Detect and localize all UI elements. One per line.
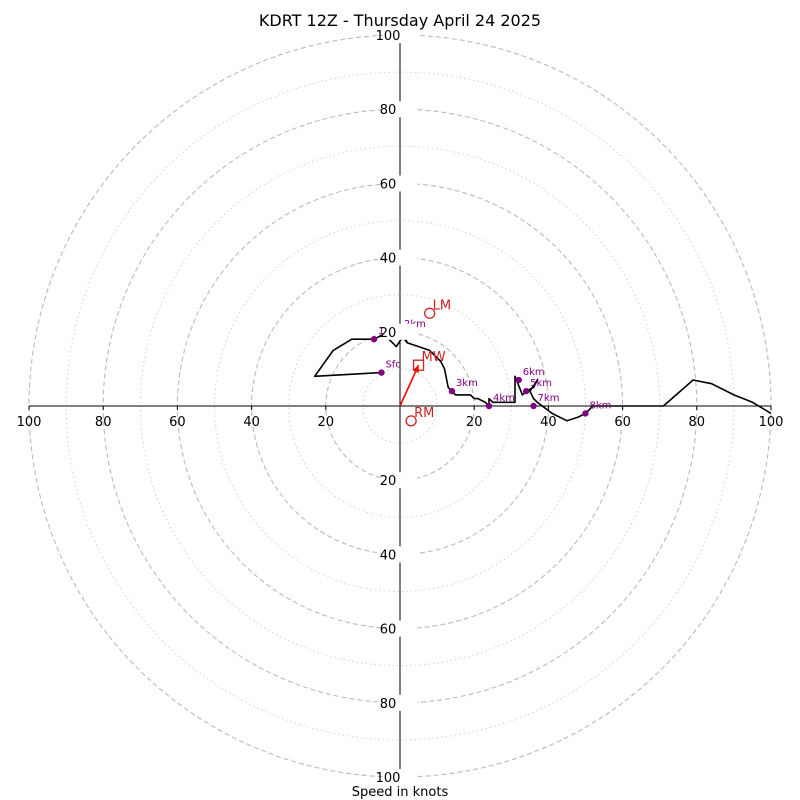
bunkers-arrowhead: [412, 365, 419, 374]
y-tick-label-bg: [383, 175, 417, 192]
y-tick-label: 40: [380, 252, 397, 267]
right-mover-label: RM: [414, 406, 434, 421]
height-marker-label: 3km: [456, 378, 478, 389]
height-marker: [485, 402, 493, 410]
y-tick-label: 80: [380, 103, 397, 118]
y-tick-label-bg: [383, 546, 417, 563]
y-tick-label-bg: [383, 769, 417, 785]
y-tick-label: 20: [380, 326, 397, 341]
x-tick-label: 100: [759, 415, 784, 430]
left-mover-marker: [424, 307, 436, 319]
height-marker: [370, 336, 378, 343]
y-tick-label: 100: [376, 29, 401, 44]
y-tick-label-bg: [383, 694, 417, 711]
height-marker-label: 6km: [523, 367, 545, 378]
y-tick-label-bg: [383, 620, 417, 637]
x-axis-label: Speed in knots: [352, 785, 449, 800]
y-tick-label: 80: [380, 697, 397, 712]
height-marker: [378, 369, 385, 376]
height-marker: [515, 376, 522, 384]
height-marker-label: 8km: [590, 400, 612, 411]
height-marker: [530, 402, 537, 410]
x-tick-label: 20: [466, 415, 483, 430]
height-marker: [448, 387, 456, 395]
y-tick-label-bg: [383, 27, 417, 43]
x-tick-label: 60: [169, 415, 186, 430]
y-tick-label: 60: [380, 623, 397, 638]
tick-labels-layer: 100 80 60 40 20 20 40 60 80 100100806040202040608…: [17, 27, 784, 786]
mean-wind-label: MW: [422, 350, 446, 365]
x-tick-label: 80: [95, 415, 112, 430]
y-tick-label: 60: [380, 177, 397, 192]
x-tick-label: 20: [318, 415, 335, 430]
storm-motion-layer: LM MW RM: [399, 298, 451, 427]
height-marker: [582, 410, 589, 417]
chart-title: KDRT 12Z - Thursday April 24 2025: [259, 11, 541, 30]
y-tick-label-bg: [383, 101, 417, 118]
height-marker-label: 7km: [538, 393, 560, 404]
x-tick-label: 100: [17, 415, 42, 430]
x-tick-label: 40: [540, 415, 557, 430]
y-tick-label-bg: [383, 249, 417, 266]
x-tick-label: 60: [614, 415, 631, 430]
right-mover-marker: [405, 415, 417, 427]
x-tick-label: 80: [689, 415, 706, 430]
height-marker-label: Sfc: [385, 360, 400, 371]
height-marker-label: 4km: [493, 393, 515, 404]
bunkers-motion-vector: [399, 364, 420, 407]
x-tick-label: 40: [243, 415, 260, 430]
y-tick-label: 40: [380, 548, 397, 563]
y-tick-label: 100: [376, 771, 401, 786]
height-marker: [522, 387, 530, 395]
y-tick-label-bg: [383, 472, 417, 489]
y-tick-label-bg: [383, 323, 417, 340]
left-mover-label: LM: [433, 298, 451, 313]
y-tick-label: 20: [380, 474, 397, 489]
mean-wind-marker: [412, 359, 425, 371]
height-marker-label: 5km: [530, 378, 552, 389]
